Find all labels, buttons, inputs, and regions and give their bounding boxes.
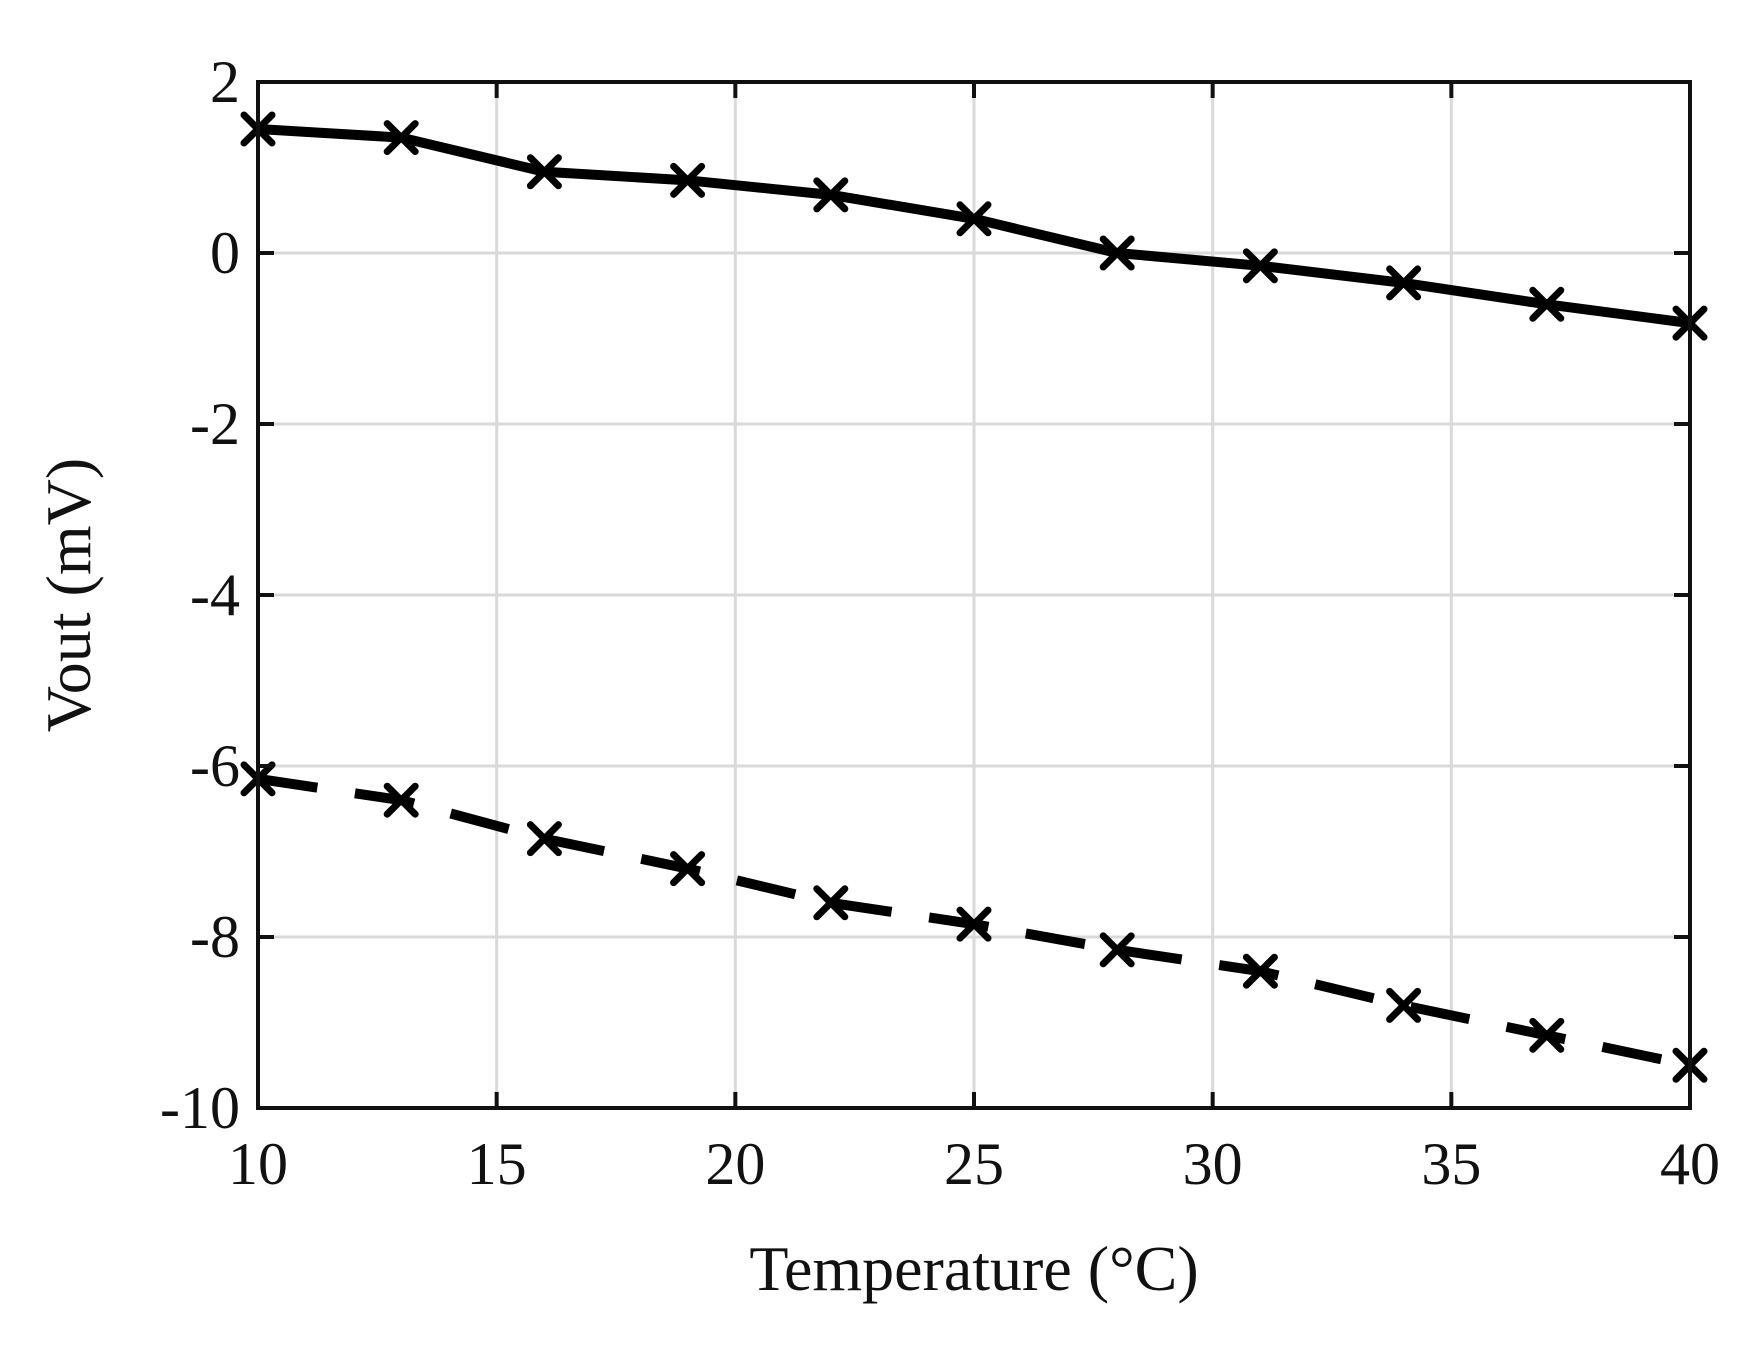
data-point-marker bbox=[1099, 932, 1135, 968]
x-tick-label: 40 bbox=[1660, 1131, 1720, 1197]
data-point-marker bbox=[1386, 265, 1422, 301]
y-tick-label: -2 bbox=[190, 391, 240, 457]
y-tick-label: 2 bbox=[210, 49, 240, 115]
x-tick-label: 20 bbox=[705, 1131, 765, 1197]
y-tick-label: -6 bbox=[190, 733, 240, 799]
data-point-marker bbox=[526, 154, 562, 190]
axis-ticks bbox=[256, 80, 1692, 1110]
data-point-marker bbox=[670, 162, 706, 198]
x-tick-label: 10 bbox=[228, 1131, 288, 1197]
y-axis-title: Vout (mV) bbox=[33, 458, 104, 732]
x-tick-label: 25 bbox=[944, 1131, 1004, 1197]
data-point-marker bbox=[813, 177, 849, 213]
grid-lines bbox=[258, 82, 1690, 1108]
data-point-marker bbox=[526, 821, 562, 857]
data-point-marker bbox=[1099, 235, 1135, 271]
x-tick-label: 15 bbox=[467, 1131, 527, 1197]
tick-labels: 10 15 20 25 30 35 40 -10 -8 -6 -4 -2 0 2 bbox=[160, 49, 1720, 1197]
x-axis-title: Temperature (°C) bbox=[749, 1233, 1198, 1304]
data-point-marker bbox=[383, 782, 419, 818]
data-point-marker bbox=[1242, 248, 1278, 284]
y-tick-label: -4 bbox=[190, 562, 240, 628]
y-tick-label: -10 bbox=[160, 1075, 240, 1141]
data-point-marker bbox=[1529, 286, 1565, 322]
data-point-marker bbox=[813, 885, 849, 921]
data-point-marker bbox=[1529, 1017, 1565, 1053]
x-tick-label: 30 bbox=[1183, 1131, 1243, 1197]
x-tick-label: 35 bbox=[1421, 1131, 1481, 1197]
data-point-marker bbox=[956, 906, 992, 942]
series-2 bbox=[240, 761, 1708, 1083]
y-tick-label: 0 bbox=[210, 220, 240, 286]
data-point-marker bbox=[1386, 987, 1422, 1023]
data-point-marker bbox=[670, 851, 706, 887]
y-tick-label: -8 bbox=[190, 904, 240, 970]
data-point-marker bbox=[956, 201, 992, 237]
data-point-marker bbox=[1242, 953, 1278, 989]
data-point-marker bbox=[383, 120, 419, 156]
